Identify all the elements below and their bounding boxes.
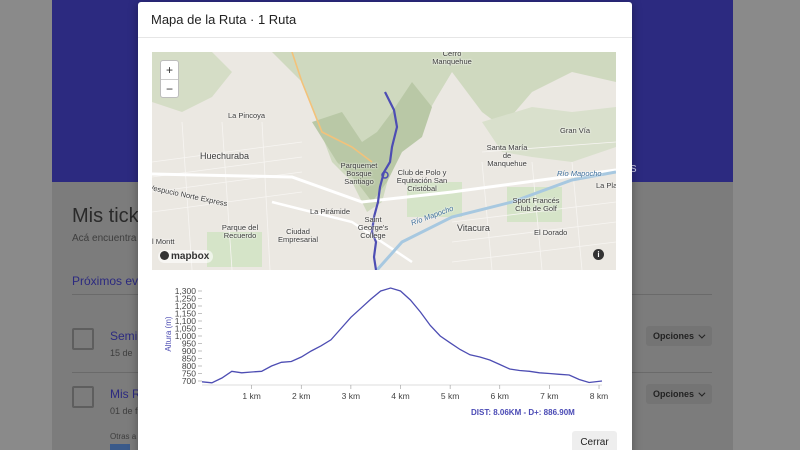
y-tick-label: 1,300 xyxy=(175,286,197,296)
map-label: Parque del Recuerdo xyxy=(221,223,259,240)
y-tick-label: 700 xyxy=(182,376,196,386)
ticket-item-date: 01 de f xyxy=(110,406,138,416)
y-tick-label: 1,000 xyxy=(175,331,197,341)
map-label: El Dorado xyxy=(534,228,568,237)
map-label: Sport Francés Club de Golf xyxy=(512,196,560,213)
page-subtitle: Acá encuentra xyxy=(72,233,137,244)
mapbox-logo[interactable]: mapbox xyxy=(158,250,214,263)
map-label: La Pla xyxy=(596,181,616,190)
x-tick-label: 4 km xyxy=(391,391,409,401)
x-tick-label: 8 km xyxy=(590,391,608,401)
map-label: Gran Vía xyxy=(560,126,591,135)
options-label: Opciones xyxy=(653,331,695,341)
map-label: Saint George's College xyxy=(357,215,389,240)
y-tick-label: 1,100 xyxy=(175,316,197,326)
route-map[interactable]: + − Cerro Manquehue La Pincoya Huechurab… xyxy=(152,52,616,270)
x-tick-label: 3 km xyxy=(342,391,360,401)
modal-header: Mapa de la Ruta · 1 Ruta xyxy=(138,2,632,38)
calendar-icon xyxy=(72,386,94,408)
map-label: Vitacura xyxy=(457,223,490,233)
zoom-in-button[interactable]: + xyxy=(165,63,173,77)
map-label: Cerro Manquehue xyxy=(432,52,472,66)
mapbox-label: mapbox xyxy=(171,251,210,262)
y-tick-label: 800 xyxy=(182,361,196,371)
zoom-out-button[interactable]: − xyxy=(161,79,178,97)
tab-upcoming[interactable]: Próximos ev xyxy=(72,274,139,288)
elevation-line xyxy=(201,287,603,384)
elevation-chart: Altura (m) 7007508008509009501,0001,0501… xyxy=(164,286,608,401)
zoom-controls: + − xyxy=(160,60,179,98)
ticket-extra-text: Otras a xyxy=(110,432,137,441)
map-canvas xyxy=(152,52,616,270)
y-tick-label: 950 xyxy=(182,339,196,349)
x-tick-label: 7 km xyxy=(540,391,558,401)
y-tick-label: 1,250 xyxy=(175,294,197,304)
route-summary: DIST: 8.06KM - D+: 886.90M xyxy=(471,408,575,417)
ticket-item-name[interactable]: Mis R xyxy=(110,387,141,401)
map-label: Ciudad Empresarial xyxy=(278,227,319,244)
y-tick-label: 900 xyxy=(182,346,196,356)
x-tick-label: 6 km xyxy=(491,391,509,401)
y-tick-label: 750 xyxy=(182,369,196,379)
map-label: La Pirámide xyxy=(310,207,351,216)
mapbox-icon xyxy=(160,251,169,260)
map-label: l Montt xyxy=(152,237,175,246)
map-label: La Pincoya xyxy=(228,111,266,120)
info-icon[interactable]: i xyxy=(593,249,604,260)
y-axis-label: Altura (m) xyxy=(164,316,173,351)
x-tick-label: 2 km xyxy=(292,391,310,401)
y-tick-label: 1,050 xyxy=(175,324,197,334)
ticket-item-name[interactable]: Semi xyxy=(110,329,138,343)
map-label: Río Mapocho xyxy=(557,169,602,178)
options-button[interactable]: Opciones xyxy=(646,384,712,404)
modal-title: Mapa de la Ruta · 1 Ruta xyxy=(151,12,297,27)
y-tick-label: 850 xyxy=(182,354,196,364)
map-label: Santa María de Manquehue xyxy=(486,143,528,168)
map-label: Club de Polo y Equitación San Cristóbal xyxy=(396,168,448,193)
options-button[interactable]: Opciones xyxy=(646,326,712,346)
route-map-modal: Mapa de la Ruta · 1 Ruta xyxy=(138,2,632,450)
y-tick-label: 1,200 xyxy=(175,301,197,311)
close-button[interactable]: Cerrar xyxy=(572,431,617,450)
route-line xyxy=(370,91,399,270)
x-tick-label: 5 km xyxy=(441,391,459,401)
calendar-icon xyxy=(72,328,94,350)
chevron-down-icon xyxy=(698,331,706,339)
share-chip[interactable] xyxy=(110,444,130,450)
ticket-item-date: 15 de xyxy=(110,348,133,358)
map-label: Parquemet Bosque Santiago xyxy=(340,161,378,186)
y-tick-label: 1,150 xyxy=(175,309,197,319)
x-tick-label: 1 km xyxy=(242,391,260,401)
map-label: Huechuraba xyxy=(200,151,250,161)
chevron-down-icon xyxy=(698,389,706,397)
options-label: Opciones xyxy=(653,389,695,399)
page-title: Mis ticke xyxy=(72,205,150,227)
